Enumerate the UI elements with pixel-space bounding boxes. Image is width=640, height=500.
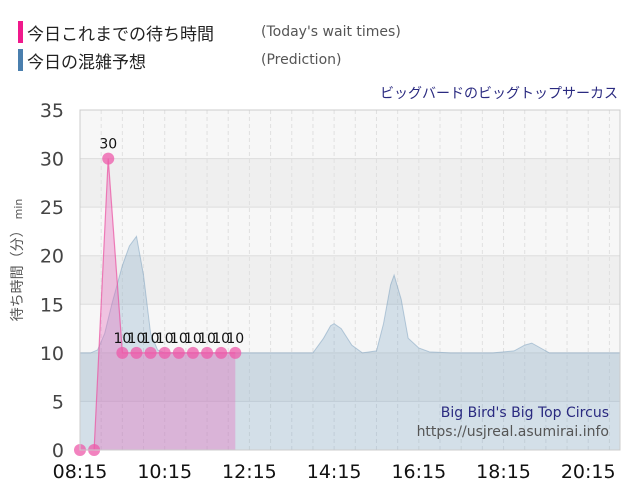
prediction-line xyxy=(80,235,620,354)
x-tick-label: 08:15 xyxy=(53,461,108,483)
actual-point xyxy=(102,152,115,165)
legend-prediction-swatch xyxy=(18,49,23,71)
actual-data-label: 10 xyxy=(170,331,188,347)
actual-data-label: 10 xyxy=(184,331,202,347)
legend-prediction-sublabel: (Prediction) xyxy=(261,52,342,68)
x-tick-label: 16:15 xyxy=(391,461,446,483)
plot-band xyxy=(80,352,620,402)
legend-prediction: 今日の混雑予想 (Prediction) xyxy=(18,48,342,73)
plot-band xyxy=(80,255,620,305)
actual-data-label: 10 xyxy=(212,331,230,347)
y-tick-label: 25 xyxy=(40,197,64,219)
actual-data-label: 10 xyxy=(113,331,131,347)
actual-data-label: 10 xyxy=(198,331,216,347)
plot-band xyxy=(80,158,620,208)
actual-point xyxy=(144,346,157,359)
y-tick-label: 35 xyxy=(40,100,64,122)
actual-data-label: 10 xyxy=(128,331,146,347)
attraction-title: ビッグバードのビッグトップサーカス xyxy=(380,86,618,102)
legend-actual-label: 今日これまでの待ち時間 xyxy=(27,24,214,45)
watermark-url: https://usjreal.asumirai.info xyxy=(417,424,609,440)
legend-prediction-label: 今日の混雑予想 xyxy=(27,52,146,73)
y-axis-title: 待ち時間（分）min xyxy=(10,199,26,322)
legend-actual: 今日これまでの待ち時間 (Today's wait times) xyxy=(18,20,401,45)
actual-data-label: 30 xyxy=(99,137,117,153)
actual-point xyxy=(172,346,185,359)
actual-point xyxy=(130,346,143,359)
x-tick-label: 14:15 xyxy=(307,461,362,483)
actual-point xyxy=(186,346,199,359)
x-tick-label: 18:15 xyxy=(476,461,531,483)
y-tick-label: 30 xyxy=(40,149,64,171)
y-tick-label: 20 xyxy=(40,246,64,268)
legend-actual-sublabel: (Today's wait times) xyxy=(261,24,401,40)
watermark-name: Big Bird's Big Top Circus xyxy=(441,405,609,421)
x-tick-label: 10:15 xyxy=(137,461,192,483)
y-tick-label: 5 xyxy=(52,391,64,413)
actual-point xyxy=(215,346,228,359)
actual-point xyxy=(229,346,242,359)
x-tick-label: 12:15 xyxy=(222,461,277,483)
x-tick-label: 20:15 xyxy=(561,461,616,483)
y-tick-label: 15 xyxy=(40,294,64,316)
actual-data-label: 10 xyxy=(142,331,160,347)
actual-point xyxy=(158,346,171,359)
actual-data-label: 10 xyxy=(156,331,174,347)
actual-point xyxy=(201,346,214,359)
legend-actual-swatch xyxy=(18,21,23,43)
actual-data-label: 10 xyxy=(226,331,244,347)
y-tick-label: 10 xyxy=(40,343,64,365)
plot-frame xyxy=(79,109,621,451)
actual-point xyxy=(116,346,129,359)
prediction-area xyxy=(80,236,620,450)
y-tick-label: 0 xyxy=(52,440,64,462)
actual-area xyxy=(80,158,236,450)
